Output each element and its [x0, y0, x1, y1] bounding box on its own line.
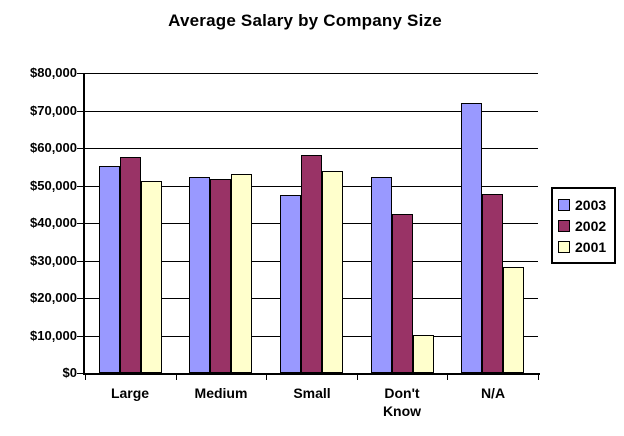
bar-2002-small — [301, 155, 322, 373]
bar-2001-small — [322, 171, 343, 373]
legend-swatch-2003 — [558, 198, 570, 211]
bar-2001-don-t-know — [413, 335, 434, 373]
bar-2003-small — [280, 195, 301, 373]
y-axis-tick — [77, 223, 85, 224]
gridline — [85, 148, 538, 149]
bar-2001-n-a — [503, 267, 524, 373]
y-axis-tick-label: $10,000 — [30, 328, 77, 343]
chart-title: Average Salary by Company Size — [168, 11, 442, 30]
bar-2003-medium — [189, 177, 210, 373]
bar-2003-don-t-know — [371, 177, 392, 373]
y-axis-tick-label: $30,000 — [30, 253, 77, 268]
y-axis-tick — [77, 298, 85, 299]
y-axis-tick-label: $80,000 — [30, 65, 77, 80]
y-axis-tick — [77, 373, 85, 374]
x-axis-category-label: Don't Know — [382, 385, 422, 419]
y-axis-tick — [77, 111, 85, 112]
legend-item-2001: 2001 — [558, 236, 610, 257]
gridline — [85, 111, 538, 112]
y-axis-line — [83, 73, 85, 375]
y-axis-tick — [77, 336, 85, 337]
bar-2002-n-a — [482, 194, 503, 373]
legend-item-2002: 2002 — [558, 215, 610, 236]
gridline — [85, 73, 538, 74]
legend-label: 2001 — [575, 238, 607, 255]
x-axis-category-label: Small — [293, 385, 331, 401]
legend-label: 2002 — [575, 217, 607, 234]
y-axis-tick-label: $40,000 — [30, 215, 77, 230]
x-axis-tick — [176, 375, 177, 380]
x-axis-tick — [538, 375, 539, 380]
x-axis-tick — [266, 375, 267, 380]
y-axis-tick — [77, 73, 85, 74]
x-axis-category-label: Medium — [194, 385, 248, 401]
bar-2001-large — [141, 181, 162, 373]
bar-2002-large — [120, 157, 141, 373]
x-axis-tick — [85, 375, 86, 380]
y-axis-tick — [77, 261, 85, 262]
y-axis-tick-label: $50,000 — [30, 178, 77, 193]
legend-label: 2003 — [575, 196, 607, 213]
x-axis-tick — [447, 375, 448, 380]
legend-swatch-2001 — [558, 240, 570, 253]
x-axis-tick — [357, 375, 358, 380]
y-axis-tick-label: $70,000 — [30, 103, 77, 118]
legend-swatch-2002 — [558, 219, 570, 232]
y-axis-tick — [77, 186, 85, 187]
y-axis-tick-label: $0 — [62, 365, 77, 380]
y-axis-tick-label: $60,000 — [30, 140, 77, 155]
x-axis-category-label: N/A — [480, 385, 506, 401]
legend-item-2003: 2003 — [558, 194, 610, 215]
y-axis-tick-label: $20,000 — [30, 290, 77, 305]
x-axis-line — [83, 373, 540, 375]
bar-2003-large — [99, 166, 120, 373]
x-axis-category-label: Large — [110, 385, 150, 401]
bar-2002-medium — [210, 179, 231, 373]
y-axis-tick — [77, 148, 85, 149]
bar-2001-medium — [231, 174, 252, 373]
legend: 2003 2002 2001 — [551, 187, 616, 264]
bar-2003-n-a — [461, 103, 482, 373]
bar-2002-don-t-know — [392, 214, 413, 373]
